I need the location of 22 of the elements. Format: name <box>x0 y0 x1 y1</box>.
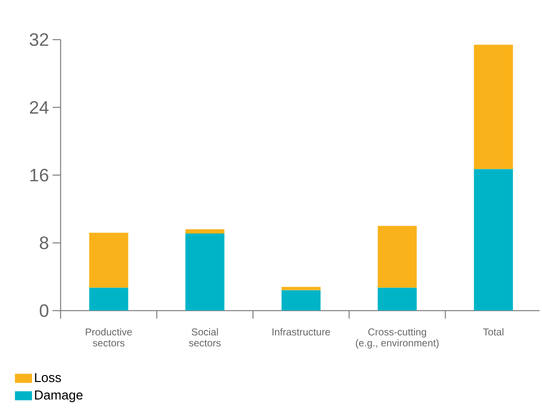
bar <box>89 288 128 311</box>
x-tick-label: Productive sectors <box>86 328 132 346</box>
bar <box>378 226 417 288</box>
bar <box>185 234 224 311</box>
y-tick-label: 8 <box>40 236 48 250</box>
bar <box>474 44 513 170</box>
x-tick-label: Total <box>483 328 504 336</box>
y-tick-label: 32 <box>30 33 48 46</box>
x-tick-label: Cross-cutting (e.g., environment) <box>356 328 439 348</box>
bar <box>378 288 417 311</box>
y-tick-label: 24 <box>30 101 49 114</box>
y-tick-label: 16 <box>30 168 48 182</box>
bar <box>89 232 128 288</box>
bar <box>282 290 321 311</box>
y-tick-label: 0 <box>40 304 48 317</box>
bar <box>185 229 224 234</box>
legend-label: Damage <box>35 390 83 402</box>
bar <box>282 286 321 290</box>
x-tick-label: Social sectors <box>189 328 221 346</box>
x-tick-label: Infrastructure <box>272 328 330 336</box>
bar <box>474 169 513 311</box>
legend-label: Loss <box>35 373 61 382</box>
